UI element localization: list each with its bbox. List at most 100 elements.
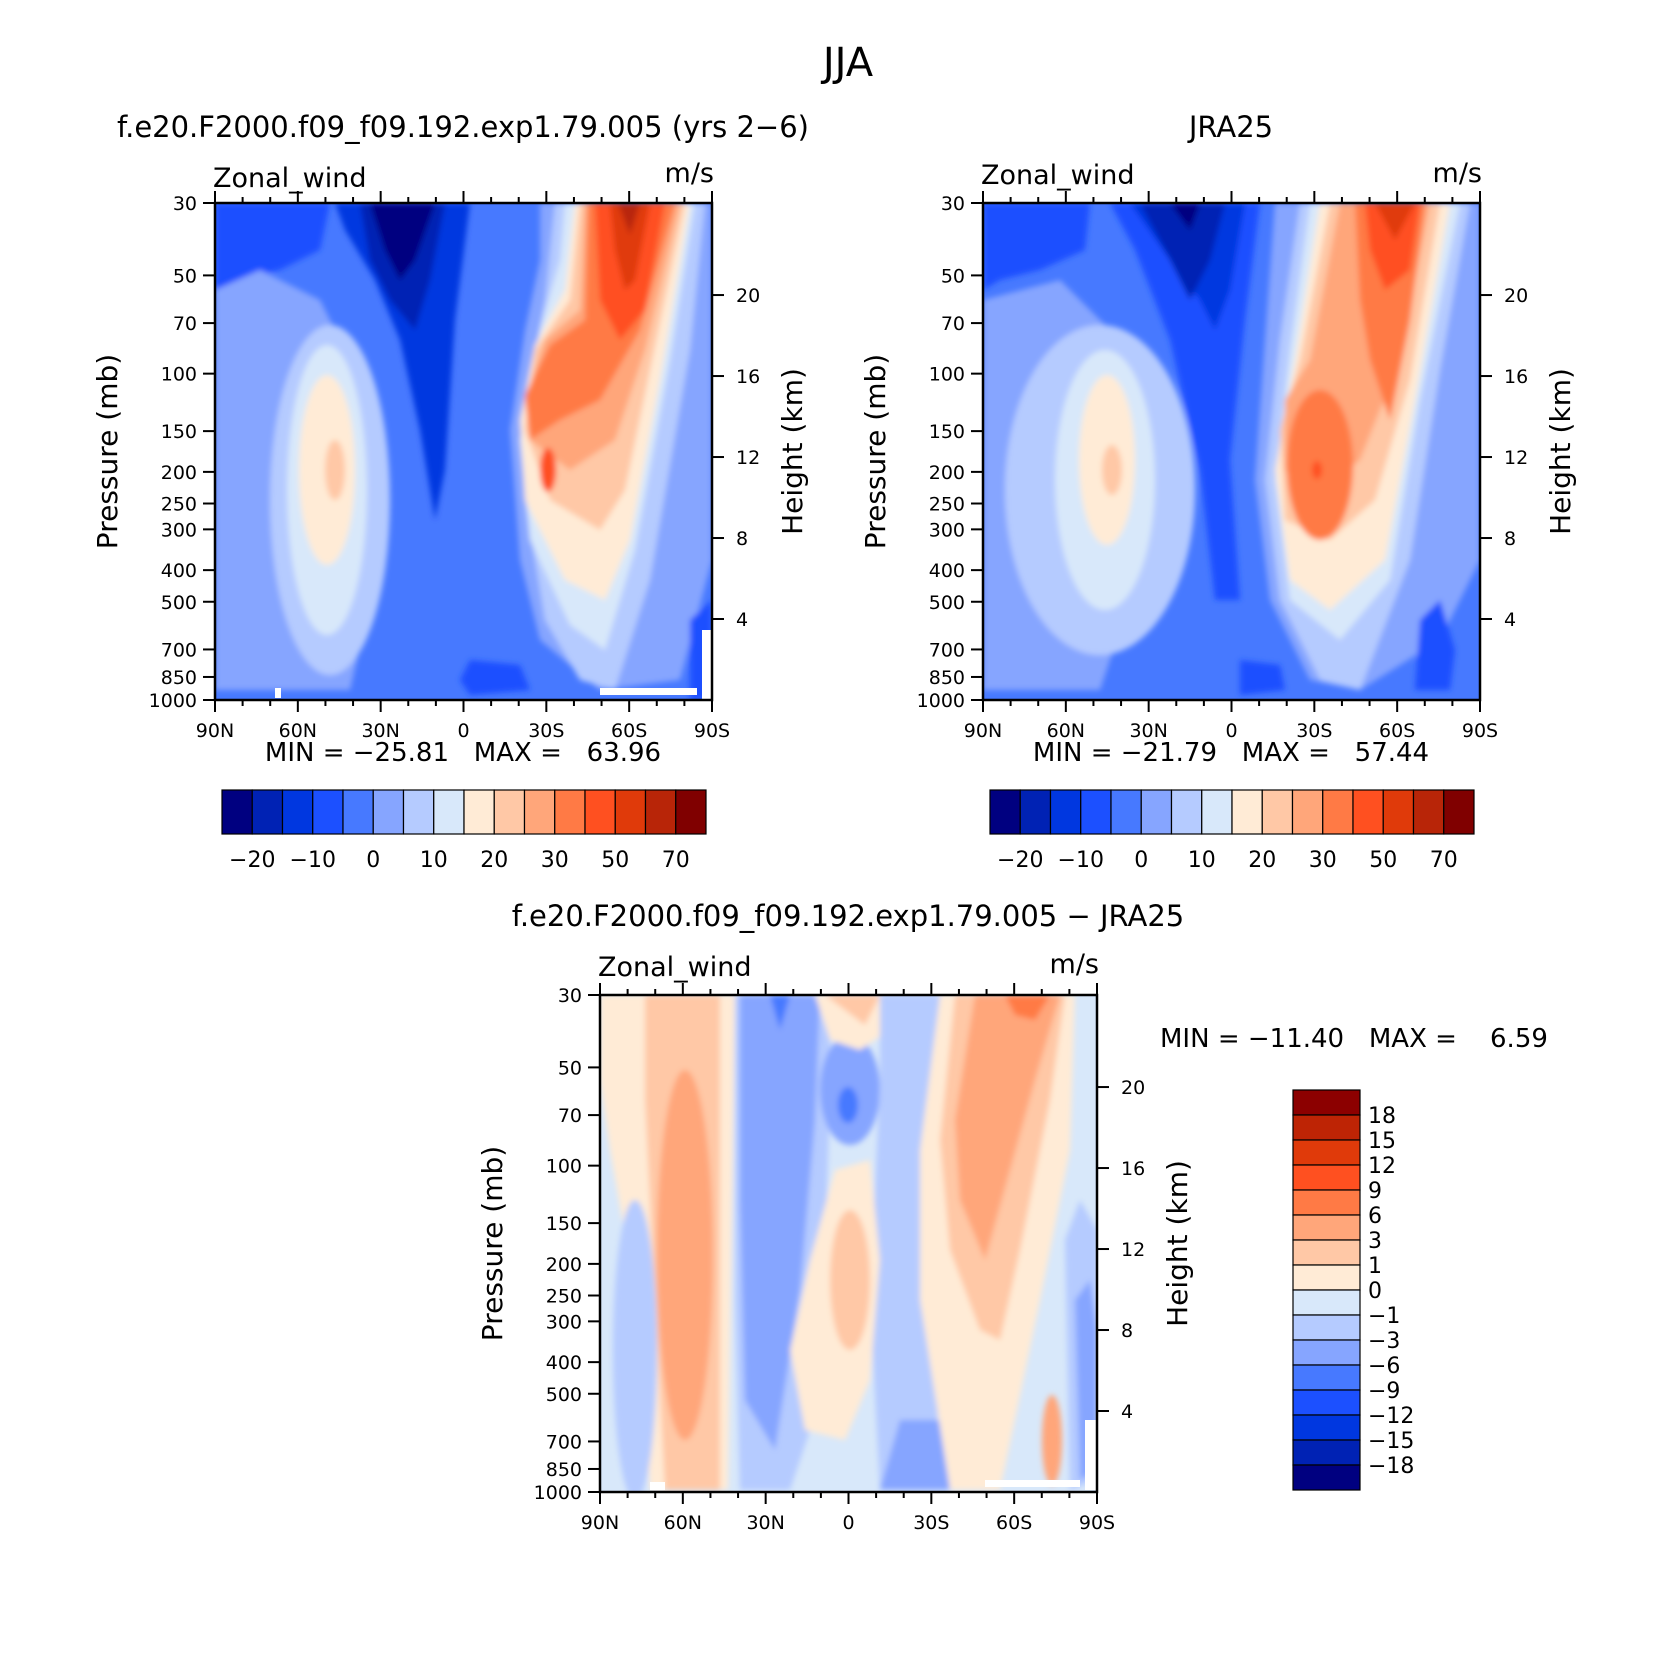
- colorbar-label: 6: [1368, 1204, 1382, 1229]
- colorbar-label: −1: [1368, 1304, 1400, 1329]
- colorbar-label: 12: [1368, 1154, 1396, 1179]
- right-tick-label: 4: [1121, 1401, 1133, 1423]
- colorbar-swatch: [1292, 1439, 1361, 1466]
- y-tick-label: 700: [546, 1431, 582, 1453]
- colorbar-label: −12: [1368, 1404, 1414, 1429]
- x-tick-label: 90S: [1079, 1512, 1115, 1534]
- colorbar-label: 0: [1368, 1279, 1382, 1304]
- y-tick-label: 400: [546, 1352, 582, 1374]
- colorbar-swatch: [1019, 789, 1052, 835]
- colorbar-label: 50: [601, 848, 629, 873]
- colorbar-label: 70: [1430, 848, 1458, 873]
- y-tick-label: 850: [161, 667, 197, 689]
- colorbar-label: 0: [1134, 848, 1148, 873]
- colorbar-swatch: [1412, 789, 1445, 835]
- y-tick-label: 250: [929, 494, 965, 516]
- y-tick-label: 1000: [917, 690, 965, 712]
- colorbar-swatch: [1292, 1314, 1361, 1341]
- panel-3-contour-field: [600, 995, 1097, 1492]
- x-tick-label: 60N: [279, 720, 317, 742]
- colorbar-swatch: [1292, 1339, 1361, 1366]
- x-tick-label: 60S: [996, 1512, 1032, 1534]
- y-tick-label: 30: [941, 193, 965, 215]
- panel-2-contour-field: [983, 203, 1480, 700]
- panel-2-title: JRA25: [1187, 110, 1273, 144]
- x-tick-label: 60S: [611, 720, 647, 742]
- colorbar-swatch: [1170, 789, 1203, 835]
- colorbar-swatch: [584, 789, 616, 835]
- right-tick-label: 16: [736, 366, 760, 388]
- colorbar-swatch: [1382, 789, 1415, 835]
- panel-model: Zonal_wind m/s: [91, 158, 809, 873]
- right-tick-label: 16: [1504, 366, 1528, 388]
- panel-3-units-label: m/s: [1050, 949, 1099, 980]
- colorbar-swatch: [614, 789, 647, 835]
- y-tick-label: 100: [546, 1156, 582, 1178]
- panel-3-minmax: MIN = −11.40 MAX = 6.59: [1160, 1024, 1548, 1054]
- x-tick-label: 30N: [361, 720, 399, 742]
- right-axis-title: Height (km): [1544, 368, 1577, 535]
- panel-1-title: f.e20.F2000.f09_f09.192.exp1.79.005 (yrs…: [117, 110, 809, 144]
- right-tick-label: 4: [1504, 609, 1516, 631]
- y-tick-label: 500: [161, 592, 197, 614]
- right-tick-label: 20: [1504, 285, 1528, 307]
- y-tick-label: 50: [941, 265, 965, 287]
- panel-2-units-label: m/s: [1433, 158, 1482, 189]
- colorbar-label: −10: [1058, 848, 1104, 873]
- colorbar-label: −20: [997, 848, 1043, 873]
- colorbar-swatch: [1292, 1239, 1361, 1266]
- colorbar-swatch: [372, 789, 405, 835]
- x-tick-label: 90N: [196, 720, 234, 742]
- colorbar-swatch: [1231, 789, 1263, 835]
- panel-3-title: f.e20.F2000.f09_f09.192.exp1.79.005 − JR…: [512, 899, 1185, 933]
- x-tick-label: 90N: [581, 1512, 619, 1534]
- colorbar-label: −3: [1368, 1329, 1400, 1354]
- colorbar-label: 10: [1188, 848, 1216, 873]
- colorbar-label: 0: [366, 848, 380, 873]
- colorbar-swatch: [1292, 1214, 1361, 1241]
- colorbar-swatch: [281, 789, 314, 835]
- y-tick-label: 100: [161, 364, 197, 386]
- colorbar-label: −6: [1368, 1354, 1400, 1379]
- y-axis-title: Pressure (mb): [91, 354, 124, 549]
- y-tick-label: 150: [161, 421, 197, 443]
- panel-1-units-label: m/s: [665, 158, 714, 189]
- colorbar-label: −15: [1368, 1429, 1414, 1454]
- panel-1-axes: 90N 60N 30N 0 30S 60S 90S 30 50 70 100 150 200 250 300…: [91, 191, 809, 742]
- y-tick-label: 300: [161, 519, 197, 541]
- x-tick-label: 60S: [1379, 720, 1415, 742]
- colorbar-swatch: [1110, 789, 1142, 835]
- colorbar-swatch: [1292, 1164, 1361, 1191]
- right-tick-label: 20: [1121, 1077, 1145, 1099]
- panel-1-minmax: MIN = −25.81 MAX = 63.96: [265, 738, 661, 768]
- colorbar-swatch: [523, 789, 556, 835]
- y-tick-label: 300: [929, 519, 965, 541]
- right-tick-label: 12: [1504, 447, 1528, 469]
- y-tick-label: 50: [558, 1057, 582, 1079]
- colorbar-swatch: [1322, 789, 1354, 835]
- right-tick-label: 8: [1504, 528, 1516, 550]
- right-tick-label: 16: [1121, 1158, 1145, 1180]
- colorbar-label: 20: [480, 848, 508, 873]
- panel-2-minmax: MIN = −21.79 MAX = 57.44: [1033, 738, 1429, 768]
- colorbar-swatch: [1292, 1114, 1361, 1141]
- colorbar-swatch: [1292, 1139, 1361, 1166]
- colorbar-swatch: [1352, 789, 1384, 835]
- y-tick-label: 150: [546, 1213, 582, 1235]
- colorbar-swatch: [1291, 789, 1324, 835]
- y-tick-label: 850: [929, 667, 965, 689]
- colorbar-swatch: [1261, 789, 1294, 835]
- y-tick-label: 1000: [534, 1482, 582, 1504]
- y-tick-label: 50: [173, 265, 197, 287]
- x-tick-label: 0: [457, 720, 469, 742]
- y-tick-label: 300: [546, 1311, 582, 1333]
- colorbar-swatch: [1292, 1264, 1361, 1291]
- x-tick-label: 30N: [746, 1512, 784, 1534]
- colorbar-label: 70: [662, 848, 690, 873]
- y-tick-label: 250: [546, 1286, 582, 1308]
- y-tick-label: 200: [546, 1254, 582, 1276]
- colorbar-label: 3: [1368, 1229, 1382, 1254]
- x-tick-label: 90S: [1462, 720, 1498, 742]
- panel-2-variable-label: Zonal_wind: [981, 160, 1135, 191]
